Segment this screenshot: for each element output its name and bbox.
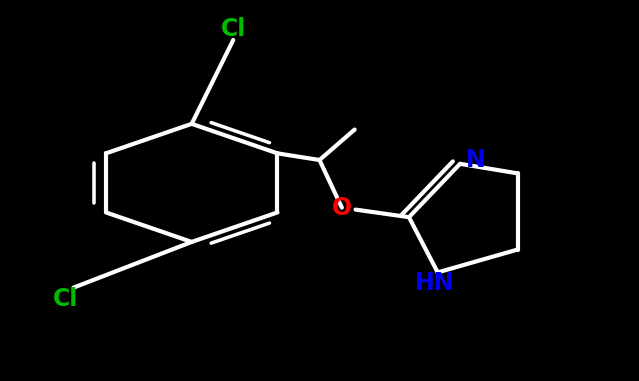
Text: O: O: [332, 196, 352, 219]
Text: Cl: Cl: [220, 17, 246, 40]
Text: HN: HN: [415, 271, 454, 295]
Text: Cl: Cl: [53, 287, 79, 311]
Text: N: N: [466, 148, 486, 172]
